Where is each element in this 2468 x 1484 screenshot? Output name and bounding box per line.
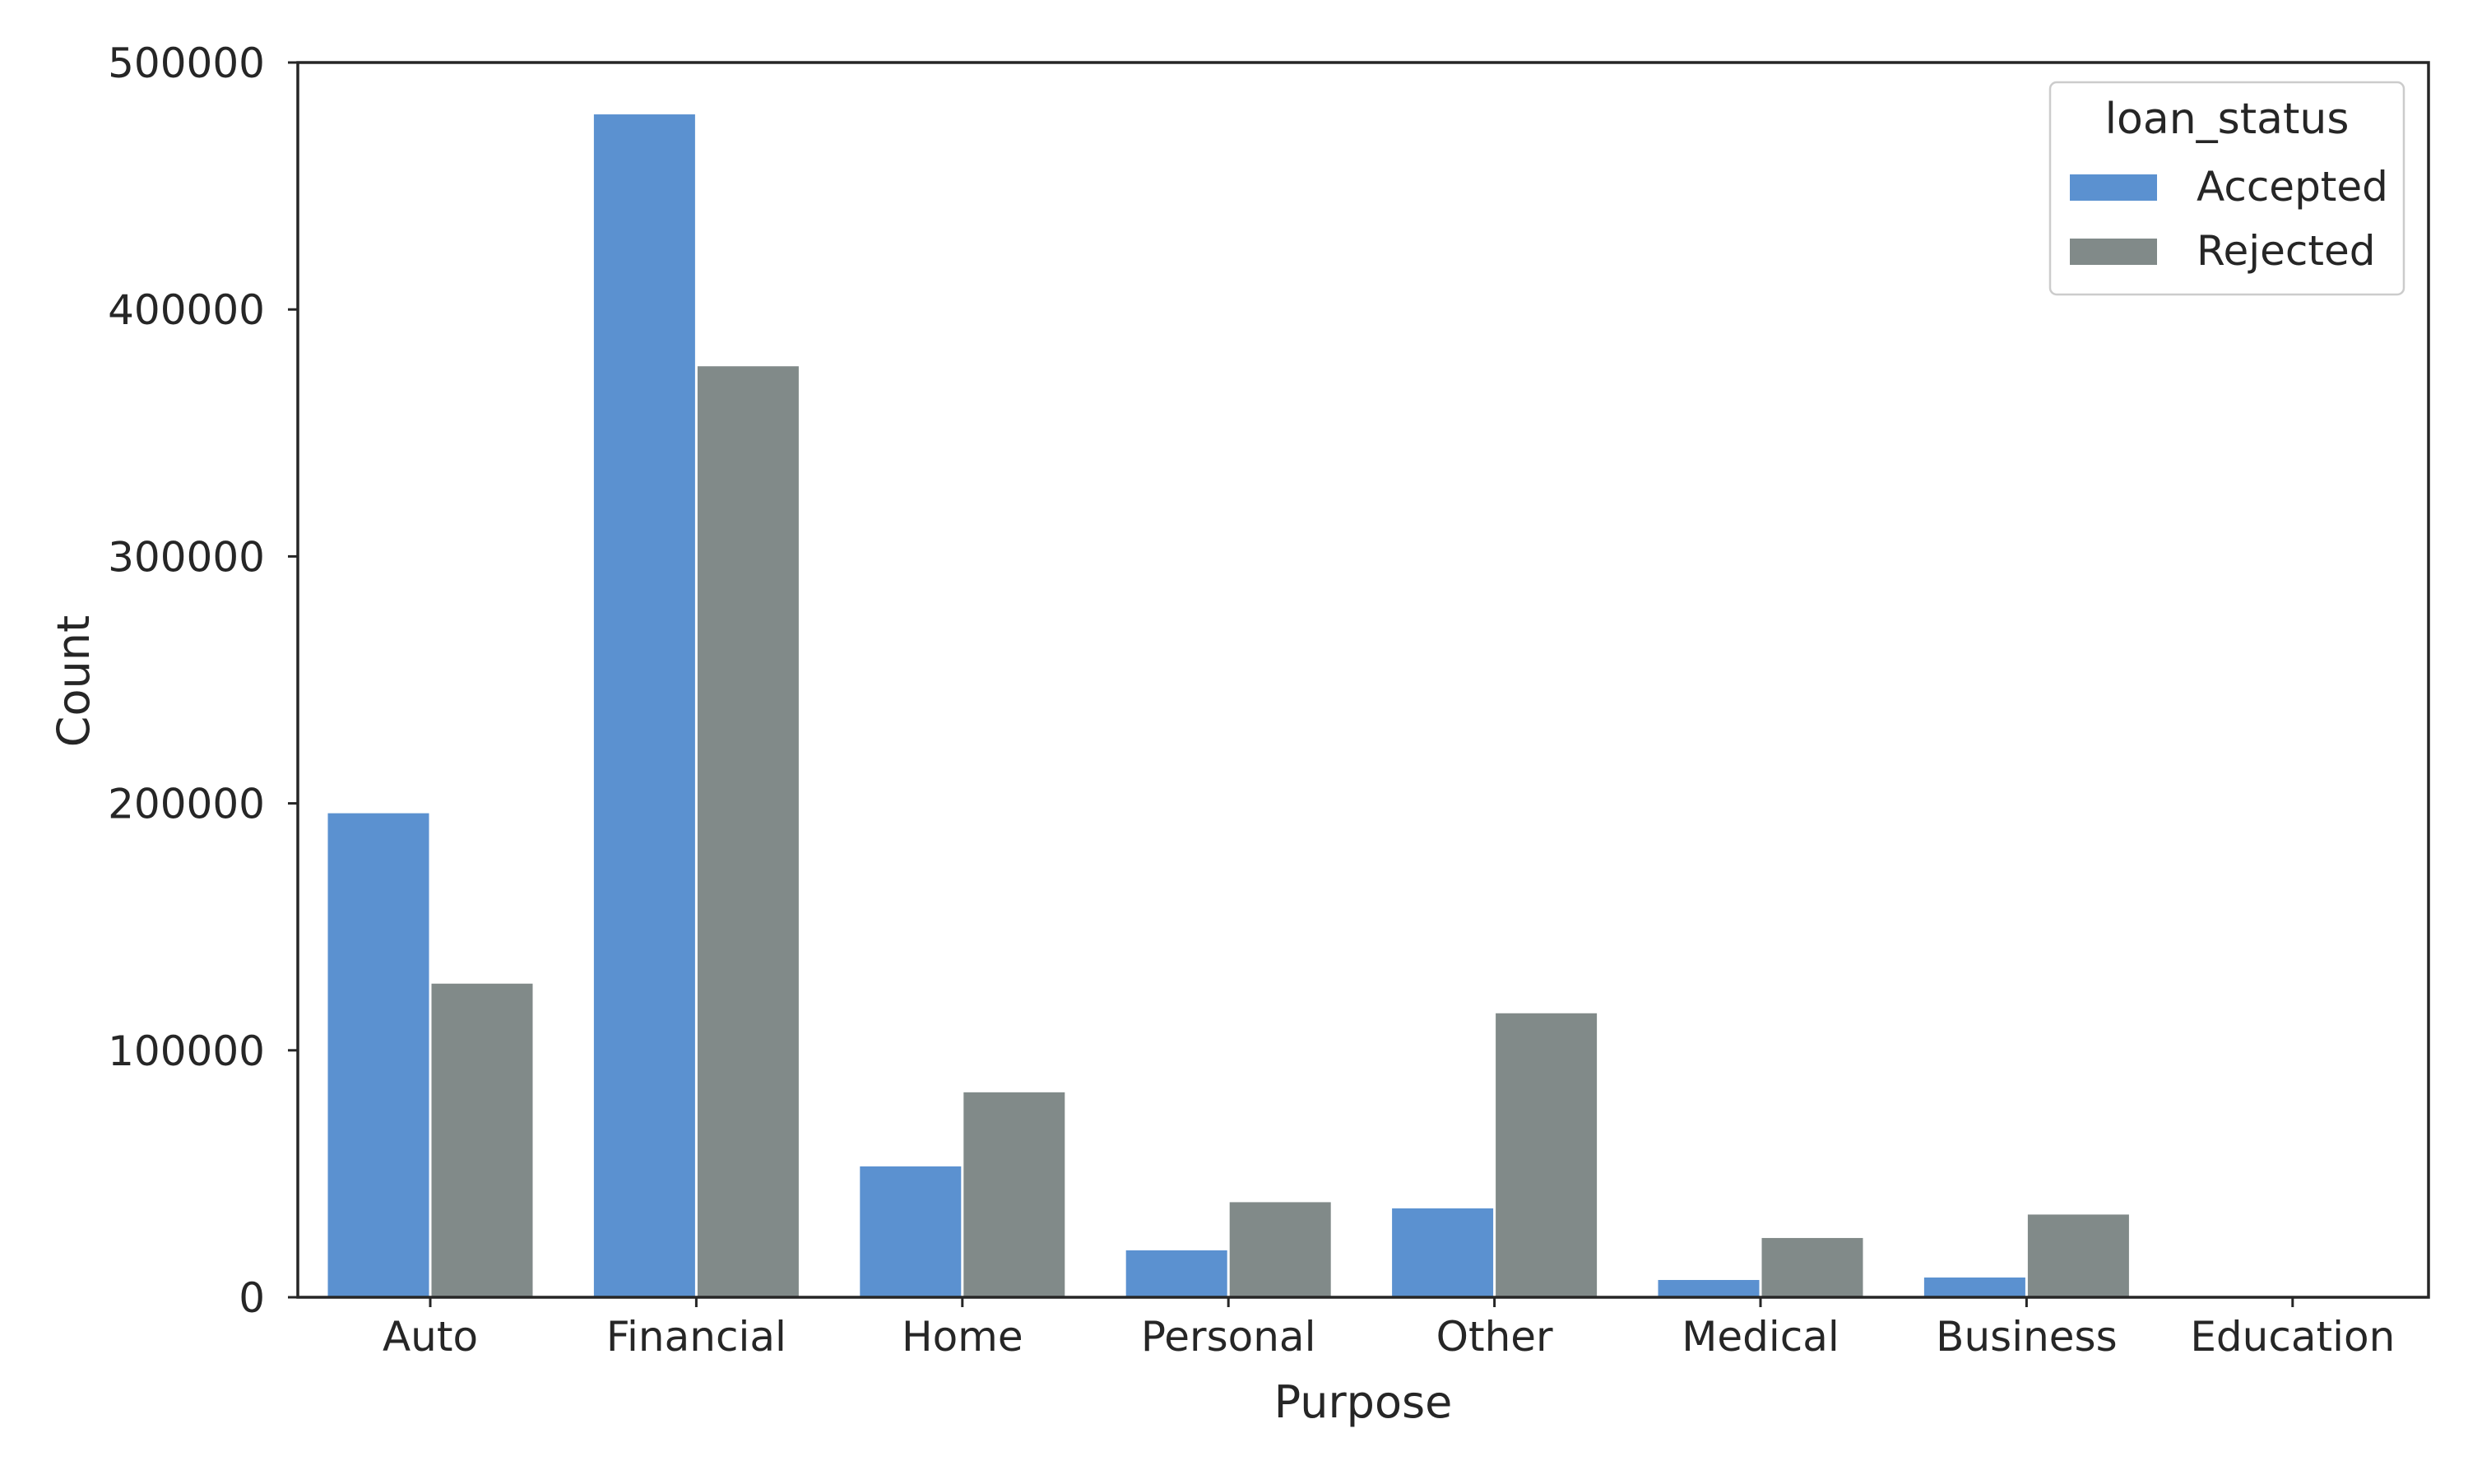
- plot-frame: [296, 61, 2430, 1299]
- y-tick-label: 100000: [108, 1027, 265, 1075]
- bar-rejected-auto: [431, 983, 533, 1297]
- y-tick-label: 400000: [108, 286, 265, 334]
- y-tick-label: 300000: [108, 533, 265, 581]
- bar-rejected-personal: [1229, 1202, 1331, 1297]
- y-tick-label: 0: [239, 1274, 265, 1322]
- legend: loan_status Accepted Rejected: [2048, 81, 2405, 296]
- x-tick-label-home: Home: [902, 1313, 1023, 1361]
- bar-accepted-personal: [1125, 1250, 1227, 1297]
- x-tick-label-business: Business: [1936, 1313, 2117, 1361]
- legend-title: loan_status: [2105, 95, 2350, 144]
- bar-rejected-business: [2027, 1214, 2129, 1297]
- bar-accepted-other: [1392, 1208, 1494, 1297]
- bar-accepted-financial: [593, 114, 695, 1298]
- x-axis-ticks: Auto Financial Home Personal Other Medical Bus…: [383, 1297, 2395, 1361]
- bar-accepted-home: [860, 1166, 962, 1297]
- x-tick-label-personal: Personal: [1141, 1313, 1316, 1361]
- x-axis-label: Purpose: [1274, 1376, 1453, 1428]
- y-tick-label: 200000: [108, 781, 265, 828]
- legend-label-rejected: Rejected: [2197, 227, 2376, 275]
- bar-rejected-financial: [697, 366, 799, 1298]
- bar-accepted-business: [1923, 1277, 2025, 1297]
- legend-swatch-accepted: [2070, 174, 2157, 201]
- x-tick-label-medical: Medical: [1682, 1313, 1839, 1361]
- bars-layer: [327, 114, 2129, 1298]
- bar-rejected-medical: [1761, 1237, 1863, 1297]
- x-tick-label-other: Other: [1436, 1313, 1553, 1361]
- bar-rejected-other: [1496, 1013, 1598, 1297]
- legend-swatch-rejected: [2070, 239, 2157, 265]
- x-tick-label-financial: Financial: [606, 1313, 786, 1361]
- y-axis-ticks: 0 100000 200000 300000 400000 500000: [108, 39, 298, 1322]
- x-tick-label-auto: Auto: [383, 1313, 478, 1361]
- bar-accepted-medical: [1658, 1279, 1760, 1297]
- bar-rejected-home: [963, 1092, 1065, 1297]
- y-tick-label: 500000: [108, 39, 265, 87]
- y-axis-label: Count: [48, 615, 100, 747]
- x-tick-label-education: Education: [2190, 1313, 2395, 1361]
- legend-label-accepted: Accepted: [2197, 163, 2388, 211]
- bar-accepted-auto: [327, 813, 429, 1297]
